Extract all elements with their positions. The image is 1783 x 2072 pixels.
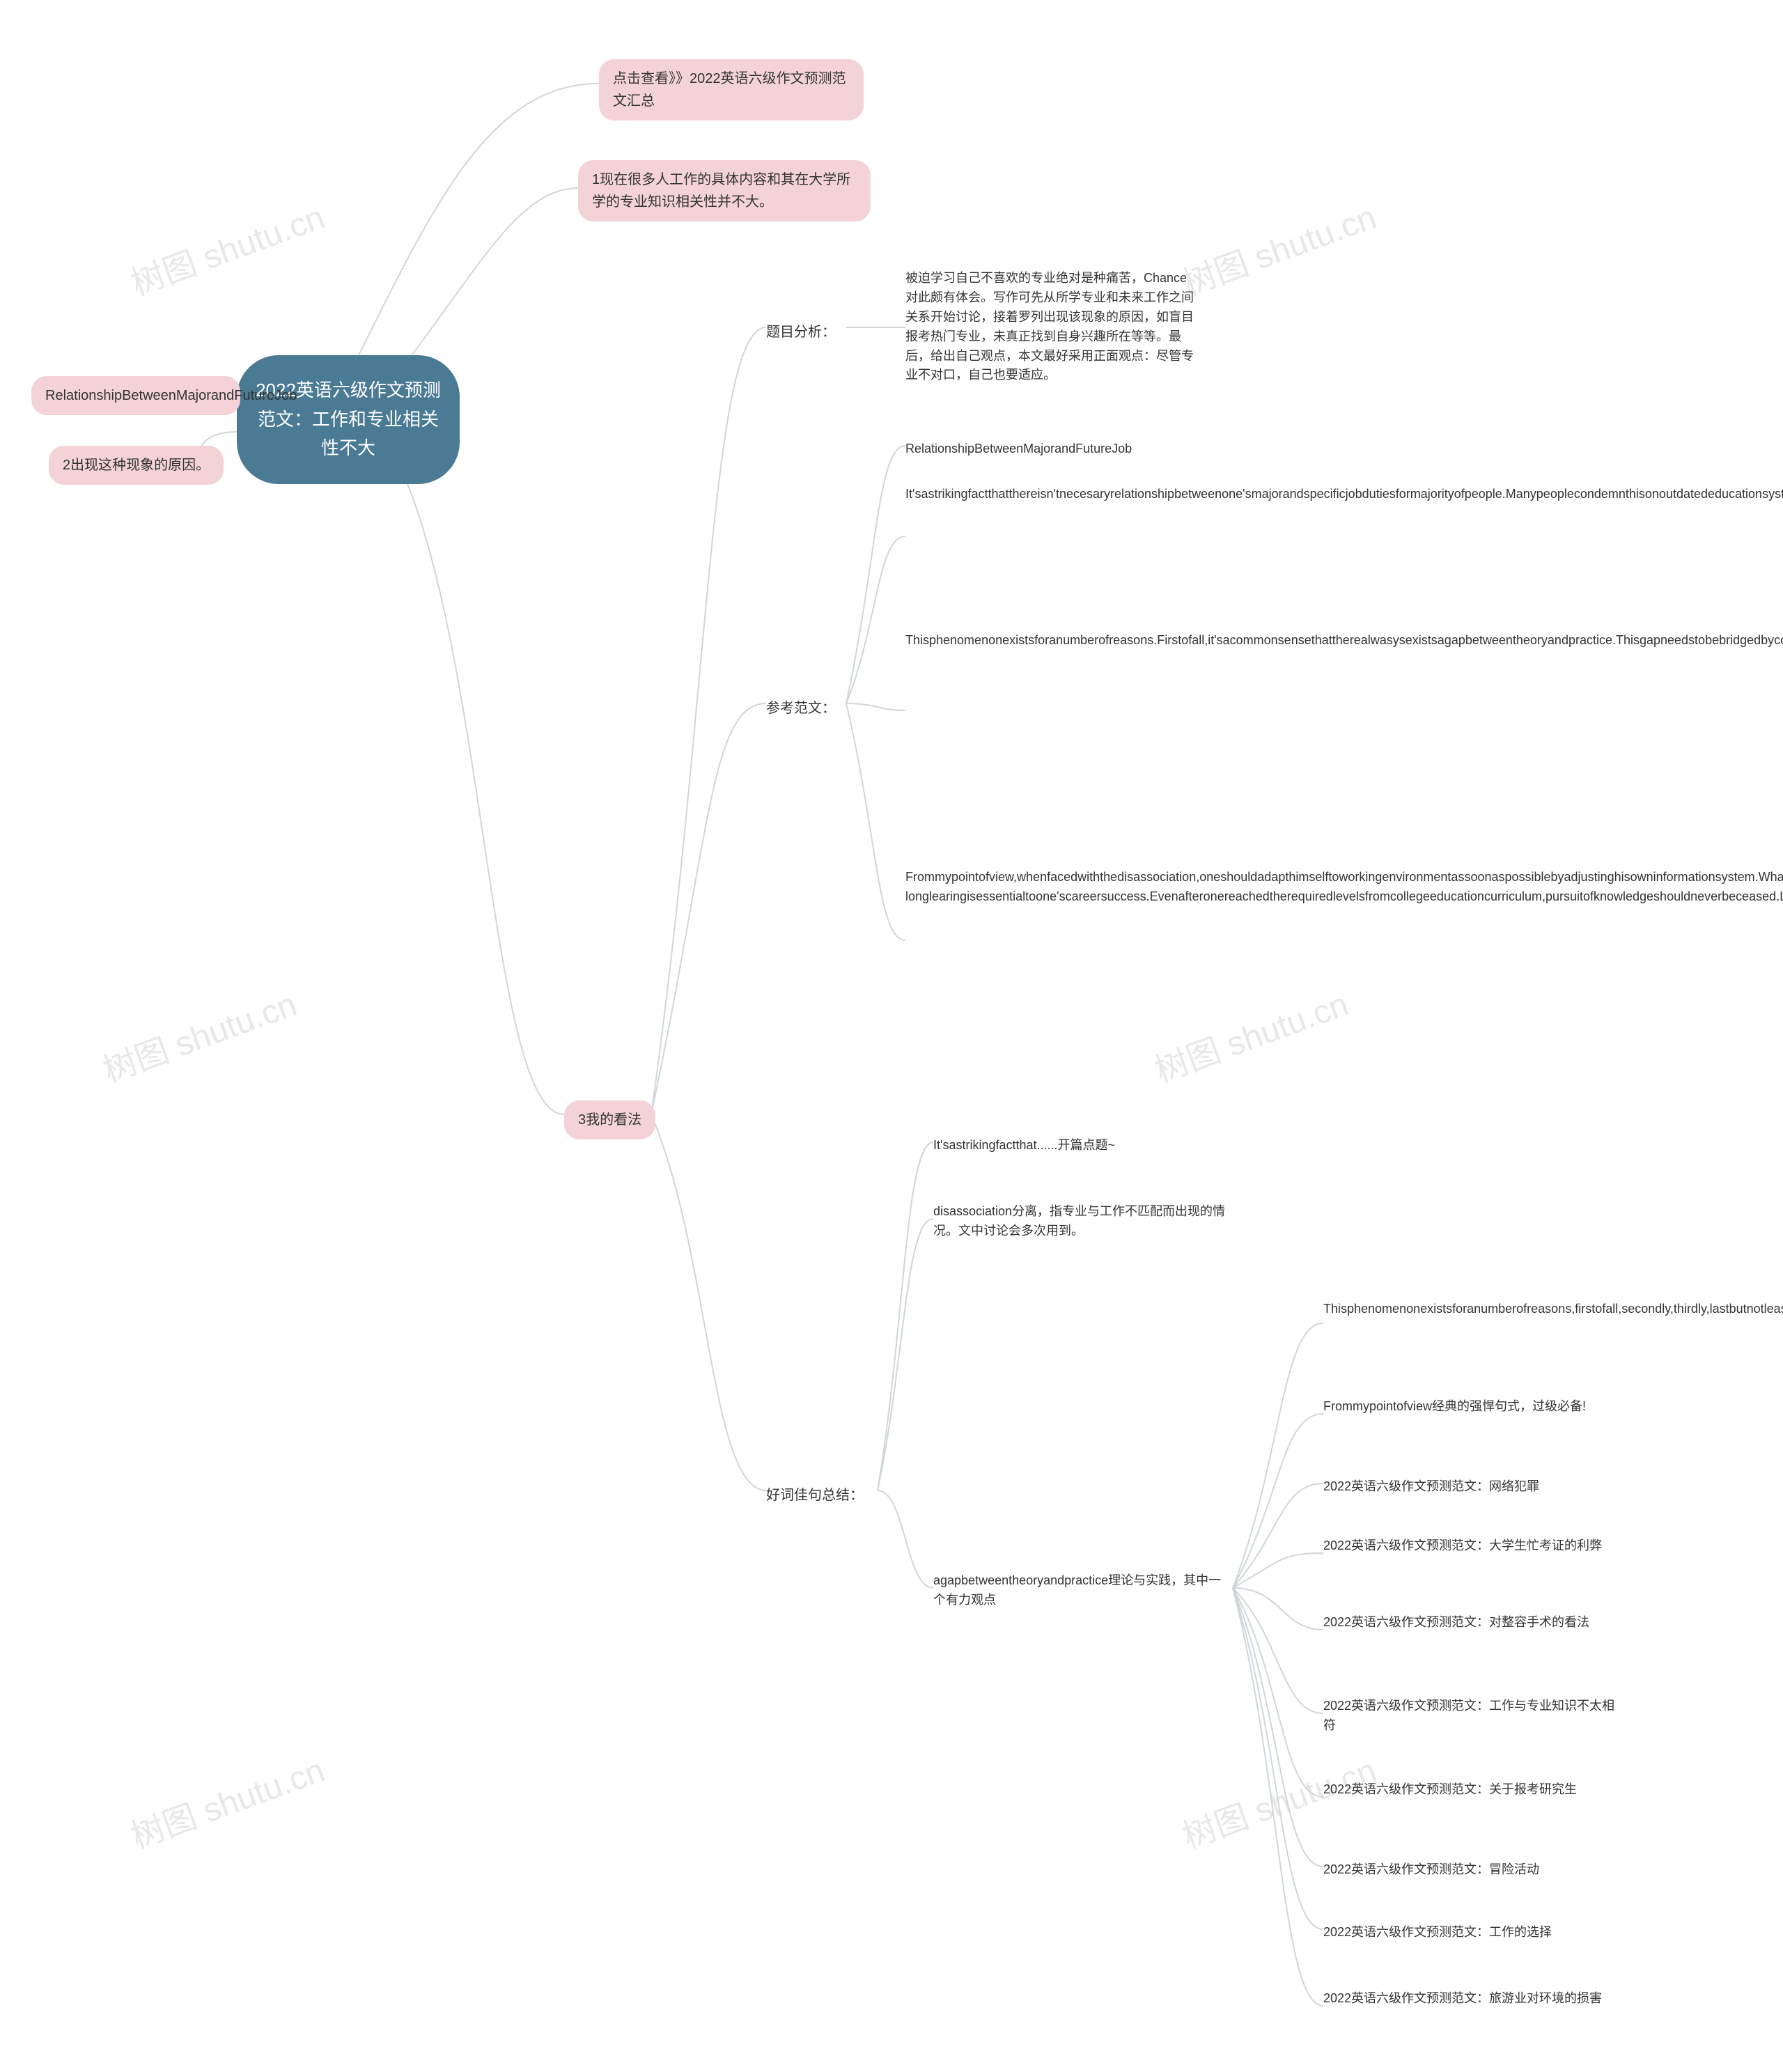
related-item[interactable]: 2022英语六级作文预测范文：工作与专业知识不太相符 bbox=[1323, 1692, 1616, 1740]
phrase-3-label: agapbetweentheoryandpractice理论与实践，其中一个有力… bbox=[933, 1567, 1233, 1614]
watermark: 树图 shutu.cn bbox=[123, 189, 330, 304]
phrases-label: 好词佳句总结： bbox=[766, 1480, 864, 1511]
related-item[interactable]: 2022英语六级作文预测范文：冒险活动 bbox=[1323, 1856, 1616, 1884]
phrase-3-sub-2: Frommypointofview经典的强悍句式，过级必备! bbox=[1323, 1393, 1616, 1421]
phrase-1: It'sastrikingfactthat......开篇点题~ bbox=[933, 1132, 1226, 1160]
related-item[interactable]: 2022英语六级作文预测范文：网络犯罪 bbox=[1323, 1473, 1616, 1501]
related-item[interactable]: 2022英语六级作文预测范文：旅游业对环境的损害 bbox=[1323, 1985, 1616, 2013]
analysis-text: 被迫学习自己不喜欢的专业绝对是种痛苦，Chance对此颇有体会。写作可先从所学专… bbox=[905, 265, 1198, 389]
mindmap-edges bbox=[0, 0, 1783, 2072]
related-item[interactable]: 2022英语六级作文预测范文：工作的选择 bbox=[1323, 1919, 1616, 1947]
left-node-reason: 2出现这种现象的原因。 bbox=[49, 446, 224, 485]
root-node: 2022英语六级作文预测范文：工作和专业相关性不大 bbox=[237, 355, 460, 484]
phrase-2: disassociation分离，指专业与工作不匹配而出现的情况。文中讨论会多次… bbox=[933, 1198, 1226, 1245]
sample-paragraph-2: Thisphenomenonexistsforanumberofreasons.… bbox=[905, 627, 1198, 655]
outline-item-3: 3我的看法 bbox=[564, 1100, 655, 1139]
watermark: 树图 shutu.cn bbox=[123, 1743, 330, 1857]
outline-item-1: 1现在很多人工作的具体内容和其在大学所学的专业知识相关性并不大。 bbox=[578, 160, 871, 221]
left-node-relationship: RelationshipBetweenMajorandFutureJob bbox=[31, 376, 240, 415]
related-item[interactable]: 2022英语六级作文预测范文：对整容手术的看法 bbox=[1323, 1609, 1616, 1637]
sample-title: RelationshipBetweenMajorandFutureJob bbox=[905, 435, 1226, 463]
sample-label: 参考范文： bbox=[766, 693, 836, 724]
watermark: 树图 shutu.cn bbox=[95, 976, 302, 1091]
phrase-3-sub-1: Thisphenomenonexistsforanumberofreasons,… bbox=[1323, 1295, 1616, 1323]
related-item[interactable]: 2022英语六级作文预测范文：大学生忙考证的利弊 bbox=[1323, 1532, 1616, 1560]
watermark: 树图 shutu.cn bbox=[1175, 189, 1382, 304]
sample-paragraph-3: Frommypointofview,whenfacedwiththedisass… bbox=[905, 864, 1198, 911]
related-item[interactable]: 2022英语六级作文预测范文：关于报考研究生 bbox=[1323, 1776, 1616, 1804]
watermark: 树图 shutu.cn bbox=[1147, 976, 1354, 1091]
analysis-label: 题目分析： bbox=[766, 317, 836, 348]
link-summary[interactable]: 点击查看》》2022英语六级作文预测范文汇总 bbox=[599, 59, 864, 120]
sample-paragraph-1: It'sastrikingfactthatthereisn'tnecesaryr… bbox=[905, 481, 1198, 508]
